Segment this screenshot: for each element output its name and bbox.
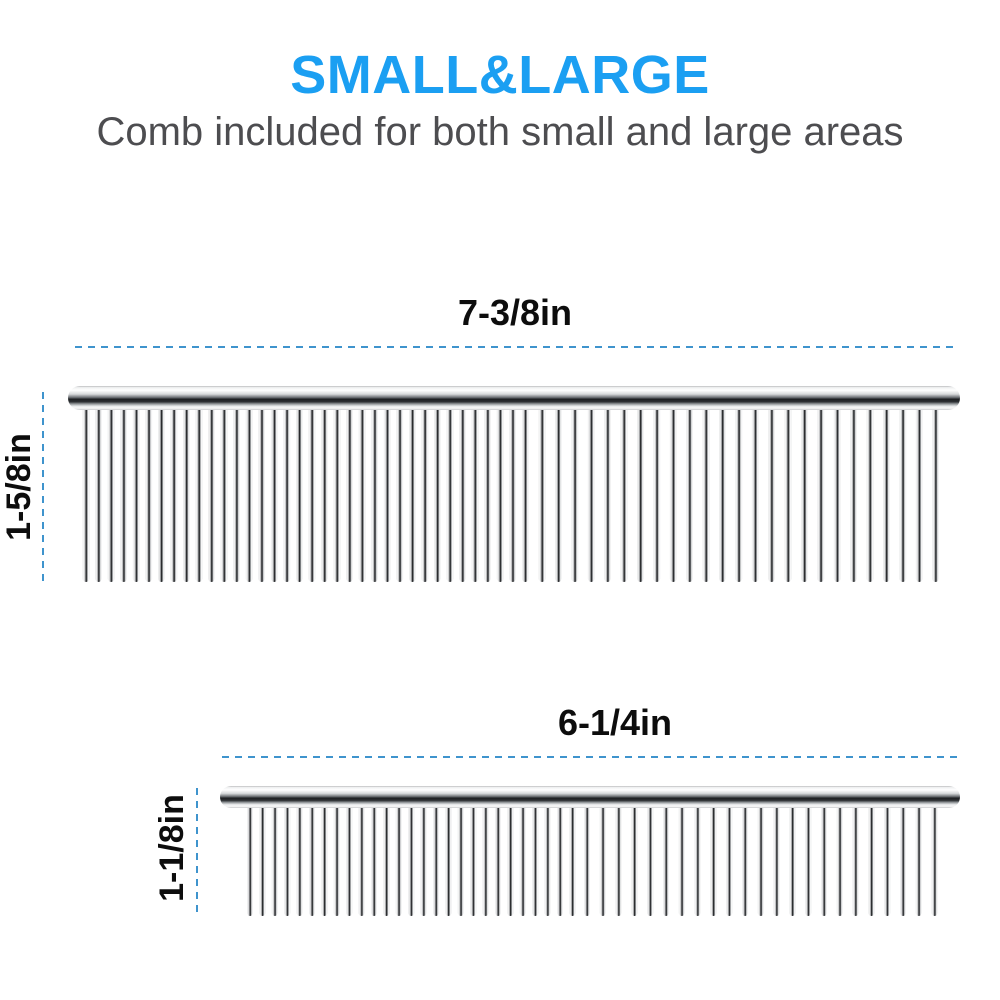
small-comb-height-dimension-line	[196, 788, 198, 918]
page-title: SMALL&LARGE	[290, 45, 710, 105]
small-comb-width-label: 6-1/4in	[557, 702, 673, 743]
page-subtitle: Comb included for both small and large a…	[96, 110, 904, 154]
small-comb-width-dimension-line	[222, 756, 958, 758]
large-comb-height-label: 1-5/8in	[0, 433, 38, 541]
small-comb-image	[220, 786, 960, 916]
small-comb-height-label: 1-1/8in	[153, 794, 191, 902]
large-comb-height-dimension-line	[42, 392, 44, 584]
large-comb-width-label: 7-3/8in	[457, 292, 573, 333]
large-comb-image	[68, 386, 960, 582]
large-comb-width-dimension-line	[75, 346, 955, 348]
